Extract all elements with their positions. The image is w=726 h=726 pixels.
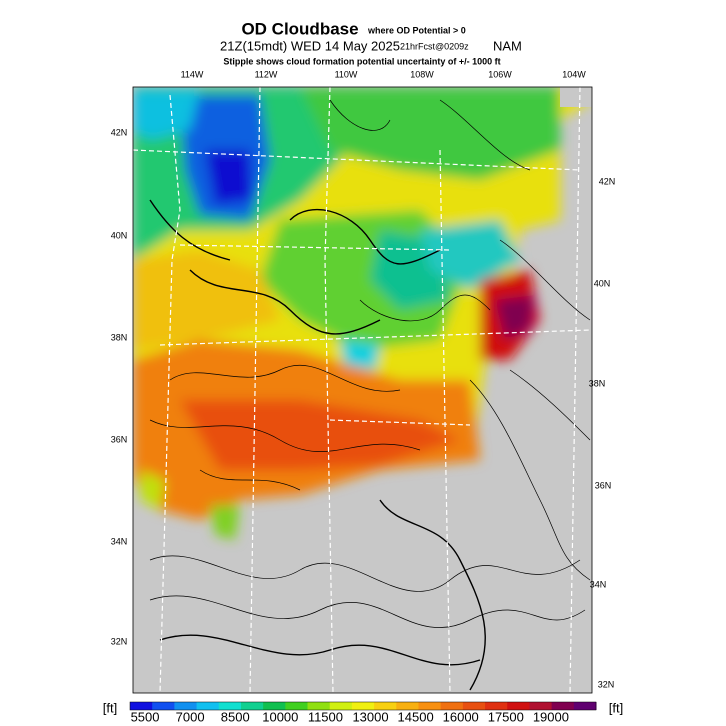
state-boundaries <box>133 87 591 693</box>
lat-label: 32N <box>598 679 615 689</box>
map-frame <box>132 86 593 694</box>
colorbar: 5500 7000 8500 10000 11500 13000 14500 16000 175… <box>129 701 597 724</box>
contours <box>149 99 591 691</box>
colorbar-segment <box>152 702 175 710</box>
colorbar-segment <box>307 702 331 710</box>
lat-label: 42N <box>599 176 616 186</box>
lat-label: 40N <box>594 278 611 288</box>
colorbar-tick-label: 19000 <box>533 709 569 724</box>
valid-time: 21Z(15mdt) WED 14 May 2025 <box>220 38 400 53</box>
colorbar-tick-label: 14500 <box>398 709 434 724</box>
colorbar-segment <box>529 702 553 710</box>
colorbar-tick-label: 13000 <box>352 709 388 724</box>
colorbar-unit-left: [ft] <box>103 700 117 715</box>
lon-label: 112W <box>255 69 278 79</box>
lat-label: 34N <box>590 579 607 589</box>
lon-label: 110W <box>335 69 358 79</box>
colorbar-segment <box>329 702 353 710</box>
colorbar-frame <box>129 701 597 711</box>
lon-label: 106W <box>488 69 512 79</box>
lat-label: 38N <box>589 378 606 388</box>
colorbar-tick-label: 7000 <box>176 709 205 724</box>
colorbar-tick-label: 11500 <box>308 709 343 724</box>
lat-label: 36N <box>595 480 612 490</box>
lat-label: 36N <box>111 434 128 444</box>
cloudbase-field <box>133 87 592 540</box>
lat-label: 40N <box>111 230 128 240</box>
subtitle: Stipple shows cloud formation potential … <box>223 56 500 66</box>
lon-label: 108W <box>410 69 434 79</box>
colorbar-segment <box>551 702 575 710</box>
colorbar-segment <box>263 702 286 710</box>
colorbar-segment <box>396 702 419 710</box>
lat-label: 42N <box>111 127 128 137</box>
colorbar-tick-label: 10000 <box>262 709 298 724</box>
lat-label: 34N <box>111 536 128 546</box>
colorbar-tick-label: 17500 <box>488 709 524 724</box>
colorbar-unit-right: [ft] <box>609 700 623 715</box>
colorbar-segment <box>573 702 597 710</box>
map-area <box>133 87 592 693</box>
colorbar-segment <box>418 702 442 710</box>
lon-label: 114W <box>181 69 204 79</box>
colorbar-tick-label: 5500 <box>131 709 160 724</box>
colorbar-tick-label: 16000 <box>443 709 479 724</box>
lon-label: 104W <box>562 69 586 79</box>
colorbar-segment <box>440 702 464 710</box>
lat-label: 38N <box>111 332 128 342</box>
colorbar-segment <box>240 702 264 710</box>
title: OD Cloudbase <box>241 19 358 38</box>
colorbar-tick-label: 8500 <box>221 709 250 724</box>
colorbar-segment <box>374 702 397 710</box>
colorbar-segment <box>196 702 220 710</box>
no-data <box>560 87 592 107</box>
title-note: where OD Potential > 0 <box>367 25 466 35</box>
colorbar-segment <box>130 702 153 710</box>
forecast: 21hrFcst@0209z <box>400 41 469 51</box>
colorbar-segment <box>285 702 309 710</box>
colorbar-segment <box>485 702 508 710</box>
colorbar-segment <box>174 702 198 710</box>
lat-label: 32N <box>111 636 128 646</box>
colorbar-segment <box>218 702 242 710</box>
model: NAM <box>493 38 522 53</box>
colorbar-segment <box>507 702 530 710</box>
colorbar-segment <box>462 702 486 710</box>
colorbar-segment <box>351 702 375 710</box>
